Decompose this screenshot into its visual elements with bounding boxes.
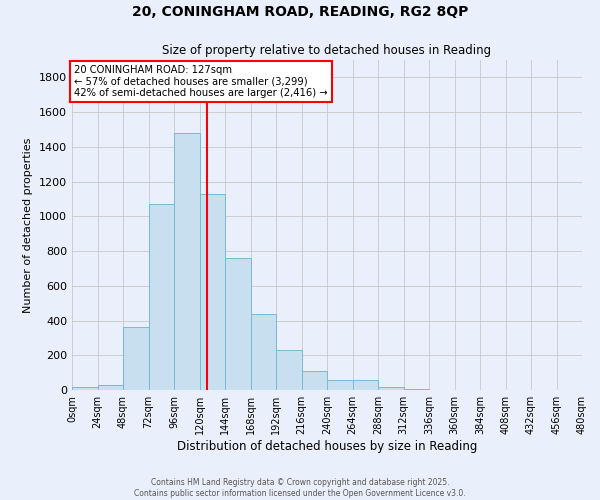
Bar bbox=[327, 380, 353, 390]
Title: Size of property relative to detached houses in Reading: Size of property relative to detached ho… bbox=[163, 44, 491, 58]
Y-axis label: Number of detached properties: Number of detached properties bbox=[23, 138, 34, 312]
Text: 20, CONINGHAM ROAD, READING, RG2 8QP: 20, CONINGHAM ROAD, READING, RG2 8QP bbox=[132, 5, 468, 19]
Text: 20 CONINGHAM ROAD: 127sqm
← 57% of detached houses are smaller (3,299)
42% of se: 20 CONINGHAM ROAD: 127sqm ← 57% of detac… bbox=[74, 65, 328, 98]
Bar bbox=[251, 314, 276, 390]
Bar bbox=[378, 388, 404, 390]
Bar bbox=[174, 133, 199, 390]
Bar bbox=[123, 328, 149, 390]
Bar bbox=[404, 389, 429, 390]
Bar bbox=[225, 258, 251, 390]
Bar bbox=[72, 388, 97, 390]
X-axis label: Distribution of detached houses by size in Reading: Distribution of detached houses by size … bbox=[177, 440, 477, 452]
Bar bbox=[149, 204, 174, 390]
Bar bbox=[199, 194, 225, 390]
Bar bbox=[97, 385, 123, 390]
Bar bbox=[302, 371, 327, 390]
Text: Contains HM Land Registry data © Crown copyright and database right 2025.
Contai: Contains HM Land Registry data © Crown c… bbox=[134, 478, 466, 498]
Bar bbox=[276, 350, 302, 390]
Bar bbox=[353, 380, 378, 390]
